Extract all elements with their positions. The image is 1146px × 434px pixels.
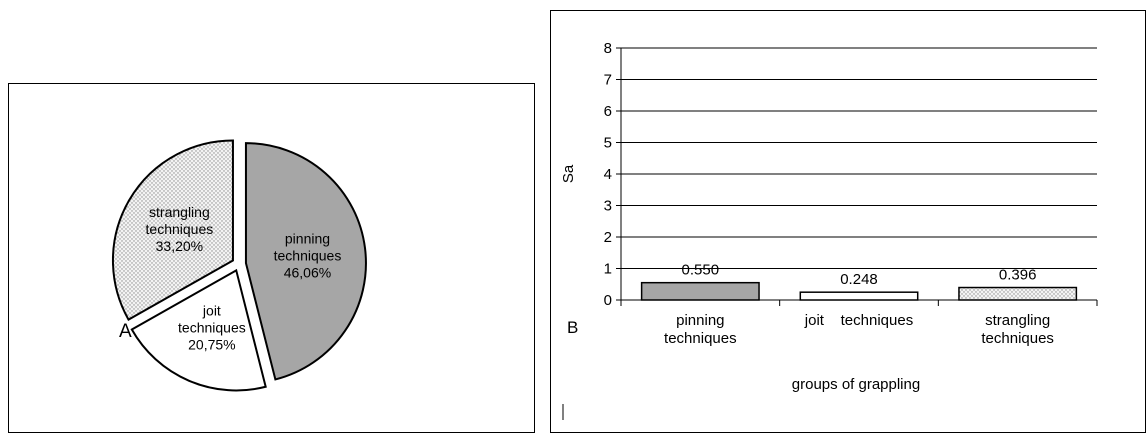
panel-label-a: A — [119, 321, 132, 342]
y-tick-label: 6 — [604, 103, 612, 120]
pie-slice-label: joit — [202, 302, 221, 318]
pie-slice-value-label: 46,06% — [284, 264, 331, 280]
bar — [640, 281, 760, 301]
y-tick-label: 8 — [604, 40, 612, 57]
x-tick-label: pinning — [676, 312, 724, 329]
y-tick-label: 4 — [604, 166, 612, 183]
pie-slice-label: techniques — [274, 247, 342, 263]
pie-chart: pinningtechniques46,06%joittechniques20,… — [111, 139, 367, 392]
pie-slice-label: pinning — [285, 230, 330, 246]
pie-slice-value-label: 20,75% — [188, 336, 235, 352]
y-tick-label: 5 — [604, 135, 612, 152]
y-axis-title: Sa — [560, 164, 577, 183]
y-tick-label: 3 — [604, 198, 612, 215]
bar-value-label: 0.396 — [999, 267, 1037, 284]
x-tick-label: strangling — [985, 312, 1050, 329]
y-tick-label: 0 — [604, 292, 612, 309]
panel-label-b: B — [567, 318, 578, 337]
x-axis-title: groups of grappling — [792, 376, 920, 393]
pie-slice-value-label: 33,20% — [156, 238, 203, 254]
bar-value-label: 0.550 — [682, 262, 720, 279]
x-tick-label: techniques — [981, 330, 1054, 347]
bar-chart-panel: 0 1 2 3 4 5 6 7 8 0.550 pinning techniques 0.248 joit… — [550, 10, 1146, 433]
pie-slice-label: techniques — [146, 221, 214, 237]
y-tick-label: 7 — [604, 72, 612, 89]
bar — [958, 286, 1078, 301]
bar-value-label: 0.248 — [840, 271, 878, 288]
x-tick-label: joit techniques — [804, 312, 913, 329]
pie-slice — [130, 268, 267, 392]
pie-chart-panel: pinning techniques 46,06% joit techniques 20,… — [8, 83, 535, 433]
bar-chart: 0123456780.550pinningtechniques0.248joit… — [560, 40, 1098, 420]
x-tick-label: techniques — [664, 330, 737, 347]
pie-slice-label: techniques — [178, 319, 246, 335]
pie-slice — [244, 142, 367, 381]
bar — [799, 291, 919, 301]
pie-slice — [111, 139, 234, 321]
y-tick-label: 2 — [604, 229, 612, 246]
pie-slice-label: strangling — [149, 204, 210, 220]
y-tick-label: 1 — [604, 261, 612, 278]
